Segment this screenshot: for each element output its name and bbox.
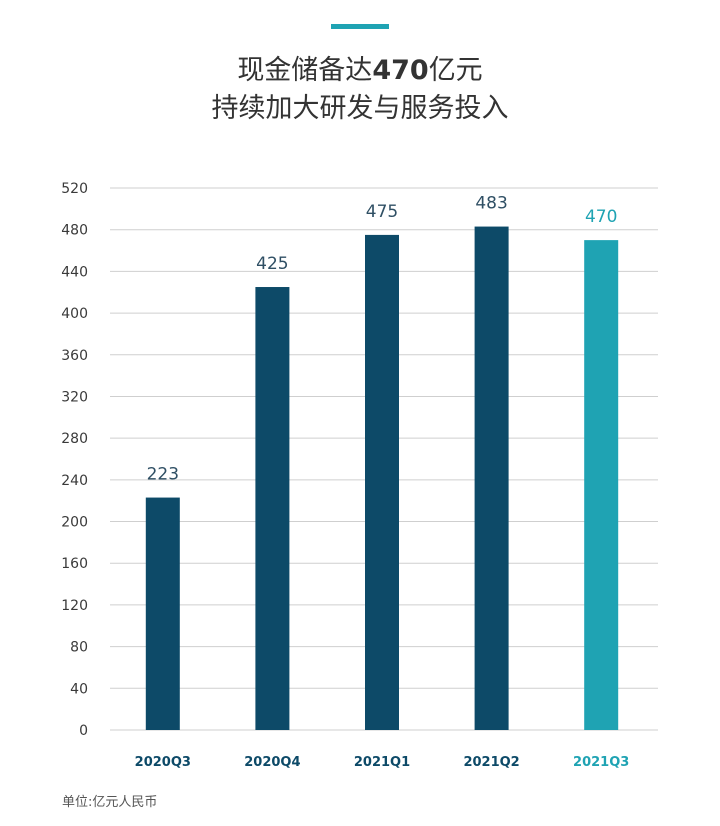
value-label: 470 [585, 207, 617, 227]
y-tick-label: 160 [61, 556, 88, 572]
bar-2020Q4 [255, 287, 290, 730]
category-label: 2021Q2 [463, 755, 519, 770]
category-label: 2021Q1 [354, 755, 410, 770]
bar-2021Q3 [584, 240, 619, 730]
y-tick-label: 0 [79, 723, 88, 739]
y-axis-ticks: 0 40 80 120 160 200 240 280 320 360 400 440 480 520 [61, 181, 88, 739]
category-label: 2020Q4 [244, 755, 300, 770]
category-label: 2020Q3 [135, 755, 191, 770]
y-tick-label: 480 [61, 223, 88, 239]
bars [145, 226, 619, 731]
y-tick-label: 520 [61, 181, 88, 197]
bar-2021Q1 [365, 234, 399, 730]
y-tick-label: 80 [70, 640, 88, 656]
y-tick-label: 240 [61, 473, 88, 489]
y-tick-label: 320 [61, 389, 88, 405]
y-tick-label: 360 [61, 348, 88, 364]
value-label: 475 [366, 202, 398, 222]
bar-2020Q3 [145, 497, 180, 730]
value-label: 425 [256, 254, 288, 274]
chart-title-line2: 持续加大研发与服务投入 [211, 93, 509, 124]
y-tick-label: 200 [61, 515, 88, 531]
value-label: 223 [147, 465, 179, 485]
bar-2021Q2 [474, 226, 509, 731]
category-label: 2021Q3 [573, 755, 629, 770]
accent-bar [331, 24, 389, 29]
value-labels: 223 425 475 483 470 [147, 194, 618, 485]
category-labels: 2020Q3 2020Q4 2021Q1 2021Q2 2021Q3 [135, 755, 630, 770]
unit-note: 单位:亿元人民币 [62, 795, 158, 810]
title-suffix: 亿元 [428, 55, 483, 86]
y-tick-label: 280 [61, 431, 88, 447]
y-tick-label: 40 [70, 681, 88, 697]
y-tick-label: 400 [61, 306, 88, 322]
title-bold-value: 470 [372, 55, 429, 86]
value-label: 483 [475, 194, 507, 214]
y-tick-label: 120 [61, 598, 88, 614]
chart-title-line1: 现金储备达470亿元 [0, 52, 720, 90]
y-tick-label: 440 [61, 264, 88, 280]
title-prefix: 现金储备达 [237, 55, 373, 86]
